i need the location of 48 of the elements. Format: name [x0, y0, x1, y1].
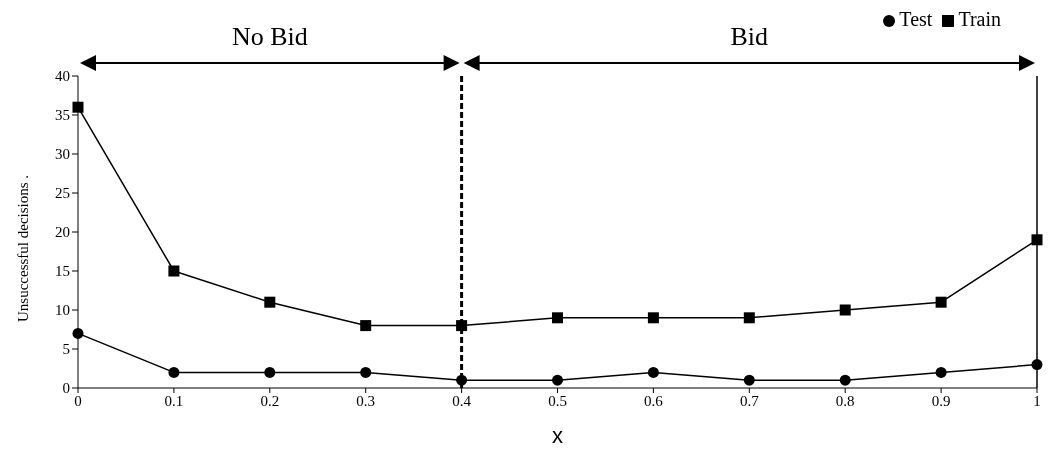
y-tick-label: 5 [62, 341, 70, 358]
x-tick-label: 0.7 [739, 392, 760, 409]
point [1031, 359, 1043, 371]
x-axis-title: x [552, 423, 563, 448]
x-tick-label: 0.6 [644, 392, 664, 409]
y-tick-label: 20 [55, 224, 70, 241]
point [456, 320, 468, 332]
point [743, 374, 755, 386]
point [168, 265, 180, 277]
y-tick-label: 25 [55, 185, 70, 202]
point [360, 366, 372, 378]
point [935, 296, 947, 308]
x-tick-label: 0.9 [931, 392, 951, 409]
y-tick-label: 15 [55, 263, 70, 280]
y-tick-label: 35 [55, 107, 70, 124]
point [743, 312, 755, 324]
point [647, 312, 659, 324]
x-tick-label: 0.1 [164, 392, 184, 409]
y-tick-label: 10 [55, 302, 70, 319]
point [264, 366, 276, 378]
y-axis-title: Unsuccessful decisions . [15, 174, 32, 322]
text: Bid [730, 22, 769, 51]
legend-label: Train [958, 8, 1001, 30]
point [839, 374, 851, 386]
x-tick-label: 0.3 [356, 392, 376, 409]
point [552, 312, 563, 324]
text: No Bid [231, 22, 308, 51]
point [264, 296, 276, 308]
point [360, 320, 372, 332]
point [168, 366, 180, 378]
x-tick-label: 0.4 [452, 392, 472, 409]
point [839, 304, 851, 316]
legend-label: Test [899, 8, 933, 30]
y-tick-label: 40 [55, 68, 70, 85]
x-tick-label: 0.5 [548, 392, 567, 409]
point [935, 366, 947, 378]
x-tick-label: 1 [1033, 392, 1041, 409]
x-tick-label: 0.8 [835, 392, 855, 409]
point [552, 374, 563, 386]
y-tick-label: 30 [55, 146, 70, 163]
point [72, 327, 84, 339]
point [456, 374, 468, 386]
point [72, 101, 84, 113]
point [647, 366, 659, 378]
point [1031, 234, 1043, 246]
y-tick-label: 0 [62, 380, 70, 397]
x-tick-label: 0.2 [260, 392, 280, 409]
x-tick-label: 0 [74, 392, 82, 409]
